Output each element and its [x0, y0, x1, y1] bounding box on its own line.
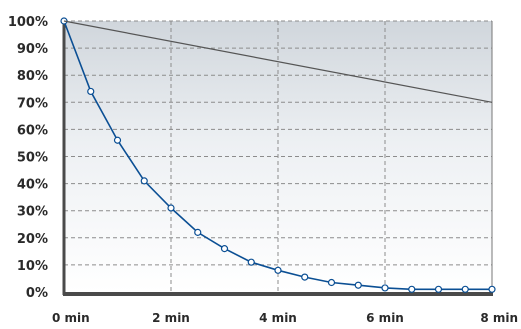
y-tick-label: 70%: [17, 96, 48, 111]
data-point: [247, 258, 255, 266]
data-point: [488, 285, 496, 293]
x-tick-label: 4 min: [259, 311, 297, 325]
data-point: [381, 284, 389, 292]
data-point: [87, 87, 95, 96]
y-tick-label: 80%: [17, 69, 48, 84]
data-point: [140, 177, 148, 185]
tick-labels: 0% 10% 20% 30% 40% 50% 60% 70% 80% 90% 100% 0 min 2 …: [8, 15, 518, 325]
y-tick-label: 50%: [17, 151, 48, 166]
data-point: [434, 285, 443, 293]
data-point: [220, 245, 229, 253]
data-point: [408, 285, 416, 293]
data-point: [327, 278, 336, 287]
data-point: [167, 204, 175, 212]
x-tick-label: 2 min: [152, 311, 190, 325]
data-point: [461, 285, 469, 293]
x-tick-label: 0 min: [52, 311, 90, 325]
y-tick-label: 90%: [17, 42, 48, 57]
x-tick-label: 8 min: [480, 311, 518, 325]
data-point: [274, 266, 282, 274]
y-tick-label: 20%: [17, 232, 48, 247]
data-point: [194, 228, 202, 236]
x-tick-label: 6 min: [366, 311, 404, 325]
y-tick-label: 30%: [17, 205, 48, 220]
y-tick-label: 100%: [8, 15, 48, 30]
data-point: [301, 273, 309, 281]
y-tick-label: 0%: [26, 286, 48, 301]
data-point: [354, 281, 362, 289]
series-line-2: [63, 20, 493, 103]
y-tick-label: 10%: [17, 259, 48, 274]
series-layer: [60, 17, 496, 293]
axis-layer: [62, 20, 493, 296]
y-tick-label: 40%: [17, 178, 48, 193]
y-tick-label: 60%: [17, 123, 48, 138]
data-point: [113, 136, 122, 144]
